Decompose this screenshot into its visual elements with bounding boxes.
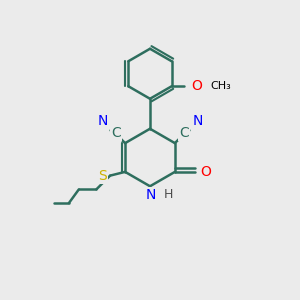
Text: CH₃: CH₃ (210, 81, 231, 91)
Text: O: O (191, 79, 202, 93)
Text: N: N (192, 114, 203, 128)
Text: N: N (146, 188, 156, 202)
Text: N: N (98, 114, 108, 128)
Text: O: O (201, 165, 212, 179)
Text: C: C (179, 126, 188, 140)
Text: S: S (98, 169, 107, 183)
Text: C: C (112, 126, 121, 140)
Text: H: H (164, 188, 173, 202)
